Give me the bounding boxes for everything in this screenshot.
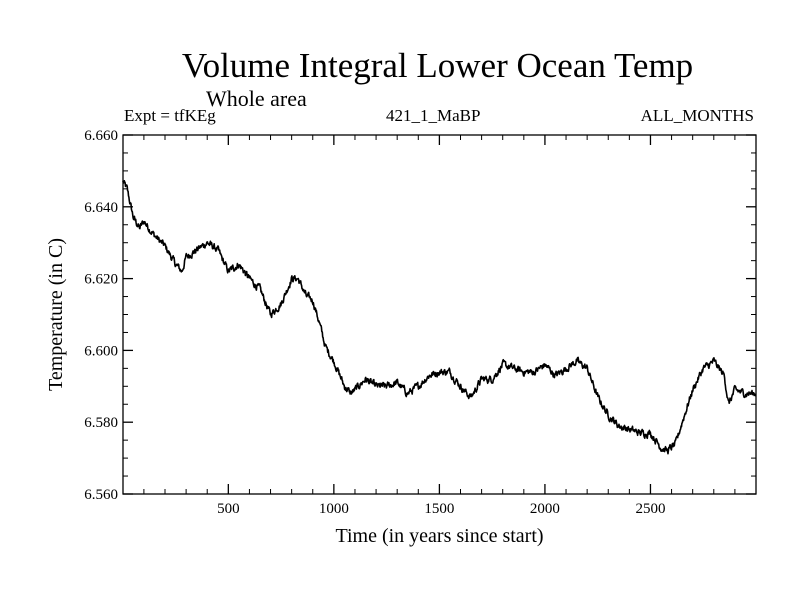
y-axis-label: Temperature (in C) xyxy=(45,238,67,391)
y-tick-label: 6.660 xyxy=(84,128,118,144)
chart-subtitle: Whole area xyxy=(206,86,307,111)
x-tick-label: 500 xyxy=(217,501,240,517)
x-tick-label: 1000 xyxy=(319,501,349,517)
tick-layer xyxy=(123,134,756,495)
y-tick-label: 6.560 xyxy=(84,487,118,503)
x-axis-label: Time (in years since start) xyxy=(335,525,543,547)
run-id-label: 421_1_MaBP xyxy=(386,106,481,125)
series-layer xyxy=(122,180,757,455)
x-tick-label: 1500 xyxy=(424,501,454,517)
chart-title: Volume Integral Lower Ocean Temp xyxy=(181,46,694,85)
tick-label-layer: 500 1000 1500 2000 2500 6.560 6.580 6.600 6.620 6… xyxy=(84,128,665,517)
temperature-series-line xyxy=(122,180,757,455)
y-tick-label: 6.580 xyxy=(84,415,118,431)
x-tick-label: 2500 xyxy=(635,501,665,517)
y-tick-label: 6.640 xyxy=(84,200,118,216)
experiment-label: Expt = tfKEg xyxy=(124,106,216,125)
plot-frame xyxy=(122,134,757,495)
y-tick-label: 6.620 xyxy=(84,272,118,288)
months-label: ALL_MONTHS xyxy=(640,106,754,125)
x-tick-label: 2000 xyxy=(530,501,560,517)
y-tick-label: 6.600 xyxy=(84,343,118,359)
